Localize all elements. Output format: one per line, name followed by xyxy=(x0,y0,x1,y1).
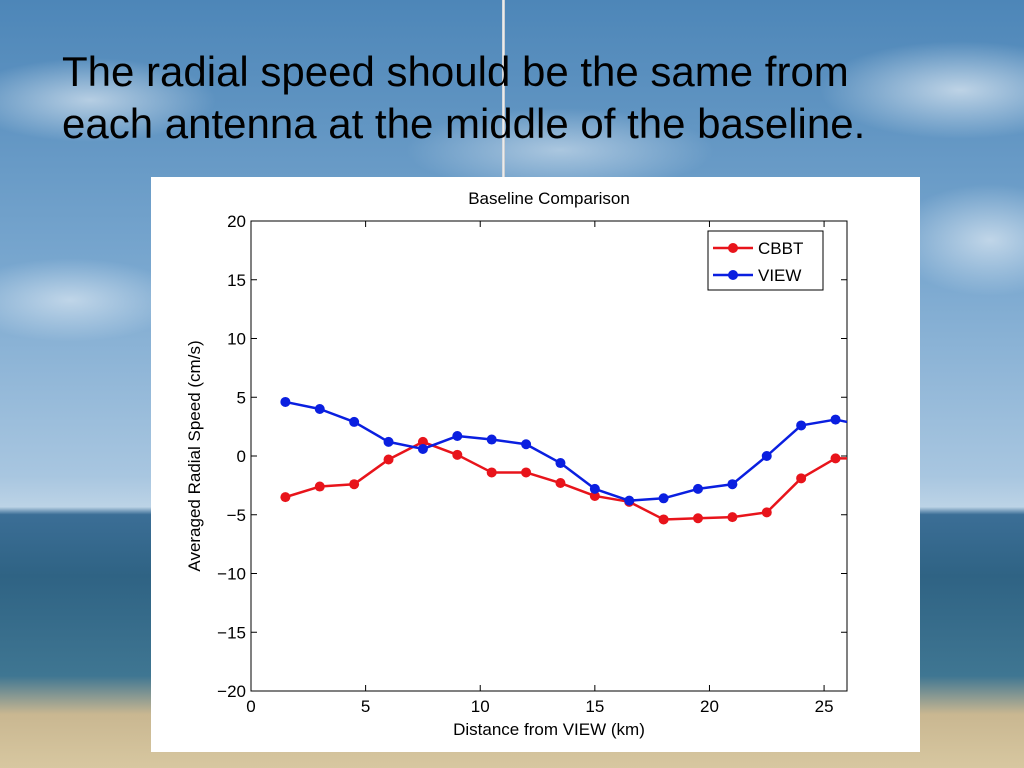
data-point-cbbt xyxy=(486,467,497,478)
data-point-view xyxy=(417,443,428,454)
series-line-cbbt xyxy=(285,440,847,521)
data-point-cbbt xyxy=(589,490,600,501)
slide-title-line-1: The radial speed should be the same from xyxy=(62,48,849,95)
y-tick-label: 15 xyxy=(227,271,246,290)
data-point-cbbt xyxy=(830,453,841,464)
x-tick-label: 0 xyxy=(246,697,255,716)
legend-label-cbbt: CBBT xyxy=(758,239,803,258)
data-point-view xyxy=(761,451,772,461)
legend-box xyxy=(707,230,824,291)
data-point-cbbt xyxy=(693,513,703,524)
data-point-cbbt xyxy=(452,449,463,460)
x-tick-label: 10 xyxy=(471,697,490,716)
data-point-view xyxy=(727,479,738,490)
data-point-cbbt xyxy=(349,479,360,490)
y-tick-label: 0 xyxy=(237,447,246,466)
x-axis-label: Distance from VIEW (km) xyxy=(453,720,645,739)
chart-panel: Baseline Comparison 0 5 10 15 20 25 −20 −15 −10 −… xyxy=(151,177,920,752)
data-point-view xyxy=(624,495,635,506)
data-point-view xyxy=(555,458,566,469)
chart-title: Baseline Comparison xyxy=(468,189,630,208)
data-point-cbbt xyxy=(417,436,428,447)
data-point-cbbt xyxy=(521,467,532,478)
legend: CBBT VIEW xyxy=(707,230,824,291)
data-point-view xyxy=(830,414,841,425)
y-tick-label: −5 xyxy=(227,506,246,525)
data-point-cbbt xyxy=(314,481,325,492)
data-point-cbbt xyxy=(555,478,566,489)
axes-layer: 0 5 10 15 20 25 −20 −15 −10 −5 0 5 10 15 20 xyxy=(217,212,847,716)
x-tick-label: 20 xyxy=(700,697,719,716)
data-point-cbbt xyxy=(280,492,291,503)
x-tick-label: 25 xyxy=(815,697,834,716)
data-point-view xyxy=(486,434,497,445)
data-point-view xyxy=(521,439,532,450)
data-point-view xyxy=(349,416,360,427)
baseline-comparison-chart: Baseline Comparison 0 5 10 15 20 25 −20 −15 −10 −… xyxy=(185,189,848,739)
data-point-cbbt xyxy=(761,507,772,518)
data-point-cbbt xyxy=(796,473,807,484)
y-tick-label: −15 xyxy=(217,623,246,642)
x-tick-label: 15 xyxy=(585,697,604,716)
data-point-view xyxy=(589,483,600,494)
y-tick-label: 5 xyxy=(237,388,246,407)
legend-marker-cbbt xyxy=(728,243,738,253)
y-tick-label: −10 xyxy=(217,565,246,584)
data-point-view xyxy=(314,404,325,414)
data-point-cbbt xyxy=(727,512,738,523)
x-tick-label: 5 xyxy=(361,697,370,716)
data-point-view xyxy=(280,396,291,407)
y-tick-label: 10 xyxy=(227,330,246,349)
data-point-view xyxy=(658,493,669,504)
slide-title-line-2: each antenna at the middle of the baseli… xyxy=(62,100,866,147)
data-point-view xyxy=(693,483,703,494)
legend-marker-view xyxy=(728,270,738,280)
y-axis-label: Averaged Radial Speed (cm/s) xyxy=(185,340,204,571)
data-point-cbbt xyxy=(383,454,394,465)
slide-title: The radial speed should be the same from… xyxy=(62,46,982,150)
series-layer xyxy=(280,396,848,525)
data-point-cbbt xyxy=(658,514,669,525)
data-point-view xyxy=(452,431,463,442)
antenna-mast xyxy=(502,0,505,180)
series-line-view xyxy=(285,400,848,502)
y-tick-label: 20 xyxy=(227,212,246,231)
y-tick-label: −20 xyxy=(217,682,246,701)
data-point-view xyxy=(383,436,394,447)
data-point-view xyxy=(796,420,807,431)
legend-label-view: VIEW xyxy=(758,266,801,285)
